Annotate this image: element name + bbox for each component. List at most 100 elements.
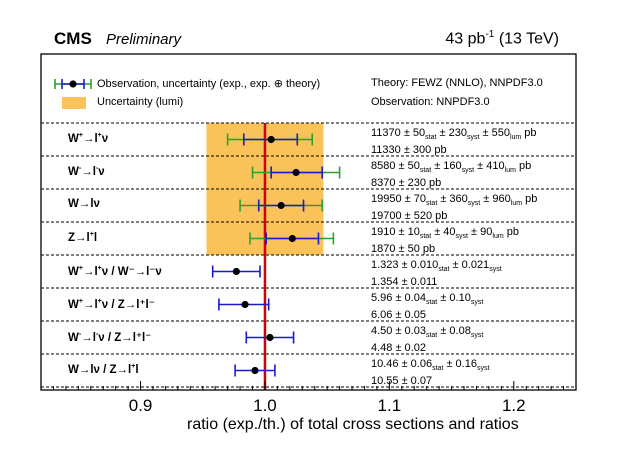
row-value-part: ± 40: [431, 225, 456, 238]
row-value-measured: 4.50 ± 0.03stat ± 0.08syst: [371, 325, 483, 342]
plot-frame: [40, 53, 577, 391]
row-label-part: l: [93, 231, 98, 244]
status-label: Preliminary: [106, 31, 182, 48]
row-value-part: pb: [521, 126, 537, 139]
row-value-part: ± 360: [437, 192, 468, 205]
row-value-part: lum: [504, 166, 516, 174]
x-axis-label: ratio (exp./th.) of total cross sections…: [187, 416, 519, 433]
row-value-part: ± 410: [474, 159, 505, 172]
row-values: 5.96 ± 0.04stat ± 0.10syst 6.06 ± 0.05: [371, 292, 483, 321]
row-label-part: -: [78, 330, 82, 338]
row-value-part: ± 0.021: [449, 258, 490, 271]
experiment-label: CMS: [54, 29, 92, 48]
row-label-part: Z: [68, 231, 76, 244]
row-value-part: stat: [425, 331, 438, 339]
row-value-part: ± 0.10: [437, 291, 471, 304]
row-value-part: syst: [476, 364, 490, 372]
row-label-part: ν / Z→l⁺l⁻: [98, 331, 152, 344]
luminosity-label: 43 pb-1 (13 TeV): [445, 29, 559, 48]
legend-marker: [69, 80, 77, 88]
row-value-theory: 10.55 ± 0.07: [371, 374, 433, 387]
row-value-measured: 5.96 ± 0.04stat ± 0.10syst: [371, 292, 483, 309]
row-values: 10.46 ± 0.06stat ± 0.16syst 10.55 ± 0.07: [371, 358, 489, 387]
row-value-part: lum: [509, 133, 522, 141]
row-value-theory: 1.354 ± 0.011: [371, 275, 438, 288]
row-label: W+→l+ν / W⁻→l⁻ν: [68, 264, 162, 278]
row-value-theory: 1870 ± 50 pb: [371, 242, 436, 255]
row-value-part: stat: [425, 298, 438, 306]
data-point: [277, 201, 285, 210]
row-label-part: ν: [101, 132, 109, 145]
row-label-part: →l: [82, 132, 98, 145]
row-values: 1.323 ± 0.010stat ± 0.021syst 1.354 ± 0.0…: [371, 259, 502, 288]
row-values: 1910 ± 10stat ± 40syst ± 90lum pb 1870 ± …: [371, 226, 519, 255]
row-label-part: W: [68, 197, 79, 210]
row-label-part: →l: [81, 331, 96, 344]
data-point: [266, 333, 274, 342]
row-value-theory: 8370 ± 230 pb: [371, 176, 442, 189]
legend-lumi-swatch: [62, 97, 86, 109]
row-label-part: +: [97, 264, 102, 272]
row-value-part: ± 230: [436, 126, 467, 139]
row-value-part: lum: [510, 199, 523, 207]
row-label-part: +: [131, 362, 136, 370]
row-label: W+→l+ν: [68, 132, 108, 145]
row-value-part: 5.96 ± 0.04: [371, 291, 426, 304]
data-point: [288, 234, 296, 243]
row-label-part: W: [68, 165, 79, 178]
row-value-part: pb: [522, 192, 538, 205]
row-value-theory: 6.06 ± 0.05: [371, 308, 426, 321]
row-label-part: →lν: [78, 197, 100, 210]
row-value-part: stat: [425, 199, 438, 207]
row-value-part: 8580 ± 50: [371, 159, 420, 172]
legend-theory: Theory: FEWZ (NNLO), NNPDF3.0: [371, 77, 543, 89]
energy-label: (13 TeV): [498, 30, 559, 48]
row-label-part: ν: [98, 165, 105, 178]
row-label-part: W: [68, 363, 79, 376]
row-label-part: l: [135, 363, 139, 376]
row-value-part: ± 550: [479, 126, 510, 139]
row-label: W+→l+ν / Z→l⁺l⁻: [68, 297, 155, 311]
row-values: 8580 ± 50stat ± 160syst ± 410lum pb 8370 …: [371, 160, 531, 189]
row-value-part: 1.323 ± 0.010: [371, 258, 439, 271]
x-tick-label: 0.9: [128, 396, 153, 415]
row-value-part: 1910 ± 10: [371, 225, 420, 238]
row-label-part: W: [68, 331, 79, 344]
row-value-part: syst: [489, 265, 502, 273]
row-value-theory: 11330 ± 300 pb: [371, 143, 447, 156]
legend-observation: Observation, uncertainty (exp., exp. ⊕ t…: [97, 78, 321, 90]
row-label-part: W: [68, 298, 79, 311]
row-values: 4.50 ± 0.03stat ± 0.08syst 4.48 ± 0.02: [371, 325, 483, 354]
row-label: Z→l+l: [68, 231, 97, 244]
row-label-part: +: [97, 131, 102, 139]
row-value-measured: 1.323 ± 0.010stat ± 0.021syst: [371, 259, 502, 276]
row-value-part: stat: [419, 166, 432, 174]
row-label: W→lν: [68, 198, 100, 210]
row-label-part: →l: [82, 265, 98, 278]
x-tick-label: 1.1: [377, 396, 402, 415]
row-value-part: 10.46 ± 0.06: [371, 357, 433, 370]
row-label-part: →l: [75, 231, 90, 244]
row-value-part: syst: [461, 166, 475, 174]
row-value-measured: 11370 ± 50stat ± 230syst ± 550lum pb: [371, 127, 537, 144]
row-value-theory: 19700 ± 520 pb: [371, 209, 448, 222]
row-label: W→lν / Z→l+l: [68, 363, 139, 376]
row-value-part: 19950 ± 70: [371, 192, 426, 205]
row-label-part: W: [68, 265, 79, 278]
row-label-part: -: [95, 330, 99, 338]
data-point: [241, 300, 249, 309]
row-value-part: syst: [470, 331, 484, 339]
data-point: [267, 135, 275, 144]
row-value-part: stat: [419, 232, 432, 240]
row-value-part: pb: [515, 159, 532, 172]
row-value-part: syst: [470, 298, 484, 306]
data-point: [232, 267, 240, 276]
row-value-part: syst: [455, 232, 468, 240]
row-value-part: syst: [467, 199, 481, 207]
x-tick-label: 1.2: [501, 396, 526, 415]
x-tick-label: 1.0: [253, 396, 277, 415]
row-label: W-→l-ν: [68, 165, 105, 178]
row-value-measured: 10.46 ± 0.06stat ± 0.16syst: [371, 358, 489, 375]
row-label-part: +: [89, 230, 94, 238]
row-value-part: stat: [425, 133, 437, 141]
